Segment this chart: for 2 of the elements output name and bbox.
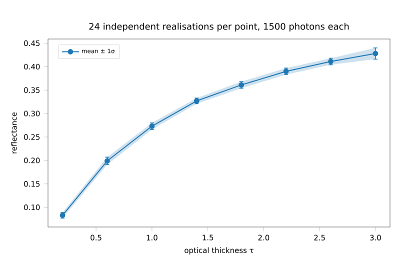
point [372, 50, 378, 56]
chart-title: 24 independent realisations per point, 1500 photons each [89, 22, 349, 32]
